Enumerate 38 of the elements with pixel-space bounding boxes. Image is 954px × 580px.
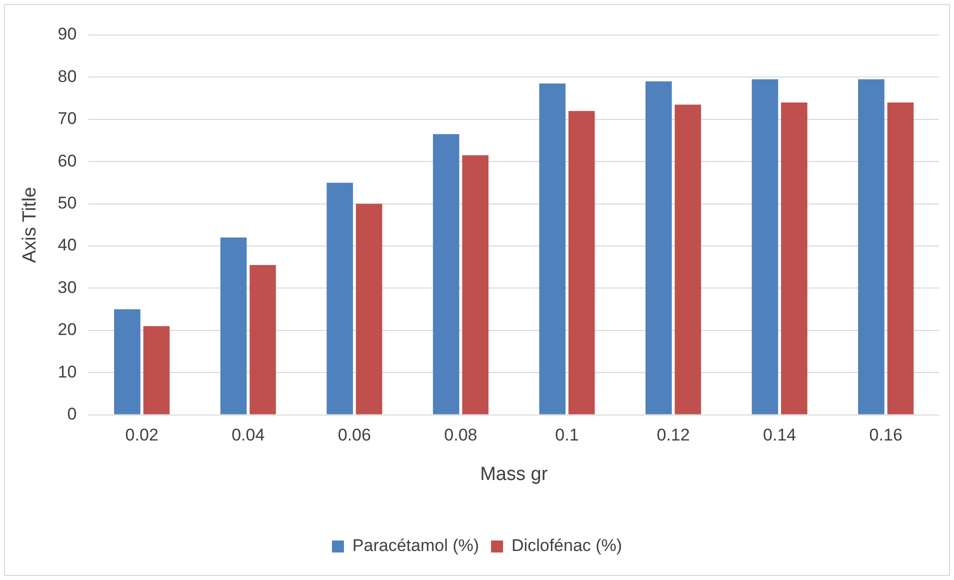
y-tick-label: 30 [58, 278, 77, 297]
legend-label: Diclofénac (%) [512, 536, 622, 556]
y-tick-label: 40 [58, 236, 77, 255]
bar [114, 309, 140, 414]
x-tick-label: 0.04 [232, 426, 265, 445]
y-tick-label: 10 [58, 362, 77, 382]
bar [752, 79, 778, 414]
bar [674, 104, 702, 414]
bar [646, 81, 672, 414]
x-tick-label: 0.14 [763, 426, 796, 445]
y-tick-label: 20 [58, 320, 77, 340]
x-tick-label: 0.02 [125, 426, 158, 445]
bar [220, 238, 247, 414]
bar [858, 79, 884, 414]
bar [781, 102, 808, 414]
bar [356, 204, 382, 414]
bar [462, 155, 488, 414]
x-tick-label: 0.08 [444, 426, 478, 445]
x-tick-label: 0.1 [555, 426, 579, 445]
bar [143, 326, 170, 414]
y-axis-title: Axis Title [20, 186, 41, 263]
x-tick-label: 0.06 [338, 426, 371, 445]
bar [887, 102, 914, 414]
y-tick-label: 70 [58, 109, 77, 128]
bar [250, 264, 276, 414]
bar [326, 182, 353, 414]
y-tick-label: 50 [58, 193, 77, 212]
y-tick-label: 90 [58, 24, 77, 44]
y-tick-label: 80 [58, 66, 77, 86]
bar [539, 84, 566, 414]
x-tick-label: 0.16 [869, 426, 902, 445]
x-tick-label: 0.12 [656, 426, 690, 445]
x-axis-title: Mass gr [480, 464, 548, 485]
y-tick-label: 0 [67, 404, 77, 424]
bar [568, 110, 595, 414]
y-tick-label: 60 [58, 151, 77, 170]
bar [432, 134, 460, 414]
legend-label: Paracétamol (%) [352, 536, 480, 556]
